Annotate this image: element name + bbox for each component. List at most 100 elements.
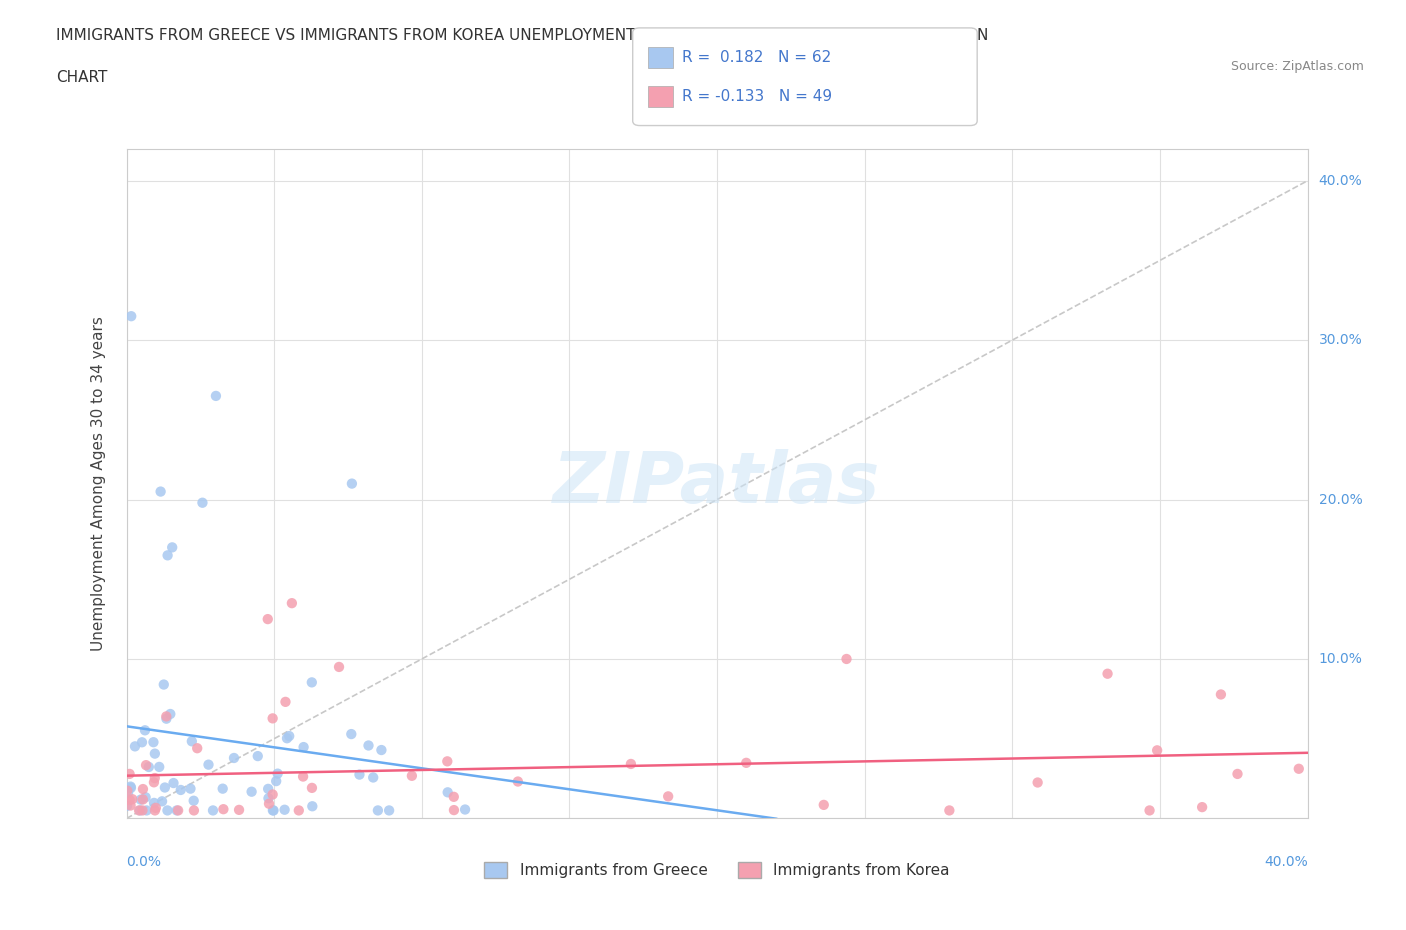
Point: [152, 677, 174, 692]
Point: [143, 795, 166, 810]
Point: [120, 798, 142, 813]
Point: [340, 726, 363, 741]
Point: [180, 734, 202, 749]
Point: [155, 709, 177, 724]
Point: [240, 784, 263, 799]
Text: 30.0%: 30.0%: [1319, 333, 1362, 347]
Point: [257, 781, 280, 796]
Point: [205, 389, 228, 404]
Point: [117, 785, 139, 800]
Point: [657, 789, 679, 804]
Point: [361, 770, 384, 785]
Point: [264, 774, 287, 789]
Point: [143, 803, 166, 817]
Point: [274, 695, 297, 710]
Point: [263, 803, 285, 817]
Text: 0.0%: 0.0%: [127, 856, 162, 870]
Point: [262, 711, 284, 725]
Point: [1191, 800, 1213, 815]
Point: [120, 780, 142, 795]
Point: [160, 540, 183, 555]
Point: [1026, 775, 1049, 790]
Point: [135, 803, 157, 817]
Point: [1139, 803, 1161, 817]
Point: [262, 803, 284, 817]
Point: [162, 776, 184, 790]
Point: [378, 803, 401, 817]
Point: [183, 793, 205, 808]
Point: [143, 746, 166, 761]
Point: [115, 799, 138, 814]
Point: [443, 803, 465, 817]
Point: [454, 802, 477, 817]
Point: [170, 782, 193, 797]
Text: ZIPatlas: ZIPatlas: [554, 449, 880, 518]
Point: [328, 659, 350, 674]
Point: [132, 792, 155, 807]
Point: [228, 803, 250, 817]
Text: 40.0%: 40.0%: [1319, 174, 1362, 188]
Y-axis label: Unemployment Among Ages 30 to 34 years: Unemployment Among Ages 30 to 34 years: [91, 316, 105, 651]
Point: [620, 756, 643, 771]
Text: R = -0.133   N = 49: R = -0.133 N = 49: [682, 89, 832, 104]
Point: [367, 803, 389, 817]
Point: [148, 760, 170, 775]
Point: [166, 803, 188, 817]
Point: [197, 757, 219, 772]
Point: [129, 792, 152, 807]
Point: [292, 769, 315, 784]
Point: [281, 596, 304, 611]
Point: [129, 803, 152, 817]
Point: [1146, 743, 1168, 758]
Point: [735, 755, 758, 770]
Point: [186, 741, 208, 756]
Point: [436, 754, 458, 769]
Point: [149, 485, 172, 499]
Point: [246, 749, 269, 764]
Point: [1097, 666, 1119, 681]
Point: [835, 652, 858, 667]
Point: [135, 758, 157, 773]
Point: [142, 775, 165, 790]
Point: [278, 728, 301, 743]
Point: [134, 723, 156, 737]
Point: [118, 792, 141, 807]
Point: [131, 803, 153, 817]
Text: 20.0%: 20.0%: [1319, 493, 1362, 507]
Point: [167, 803, 190, 817]
Point: [117, 783, 139, 798]
Text: Source: ZipAtlas.com: Source: ZipAtlas.com: [1230, 60, 1364, 73]
Point: [121, 791, 143, 806]
Point: [256, 612, 278, 627]
Text: CHART: CHART: [56, 70, 108, 85]
Point: [131, 735, 153, 750]
Point: [301, 799, 323, 814]
Point: [132, 781, 155, 796]
Point: [340, 476, 363, 491]
Point: [222, 751, 245, 765]
Point: [212, 802, 235, 817]
Point: [191, 496, 214, 511]
Legend: Immigrants from Greece, Immigrants from Korea: Immigrants from Greece, Immigrants from …: [478, 857, 956, 884]
Point: [506, 774, 529, 789]
Point: [142, 735, 165, 750]
Point: [153, 780, 176, 795]
Point: [159, 707, 181, 722]
Point: [118, 766, 141, 781]
Point: [150, 794, 173, 809]
Point: [292, 739, 315, 754]
Point: [301, 780, 323, 795]
Point: [156, 803, 179, 817]
Text: IMMIGRANTS FROM GREECE VS IMMIGRANTS FROM KOREA UNEMPLOYMENT AMONG AGES 30 TO 34: IMMIGRANTS FROM GREECE VS IMMIGRANTS FRO…: [56, 28, 988, 43]
Point: [276, 731, 298, 746]
Point: [156, 548, 179, 563]
Point: [443, 790, 465, 804]
Text: 10.0%: 10.0%: [1319, 652, 1362, 666]
Point: [813, 797, 835, 812]
Point: [266, 766, 288, 781]
Point: [436, 785, 458, 800]
Point: [357, 738, 380, 753]
Point: [135, 790, 157, 804]
Point: [211, 781, 233, 796]
Point: [138, 760, 160, 775]
